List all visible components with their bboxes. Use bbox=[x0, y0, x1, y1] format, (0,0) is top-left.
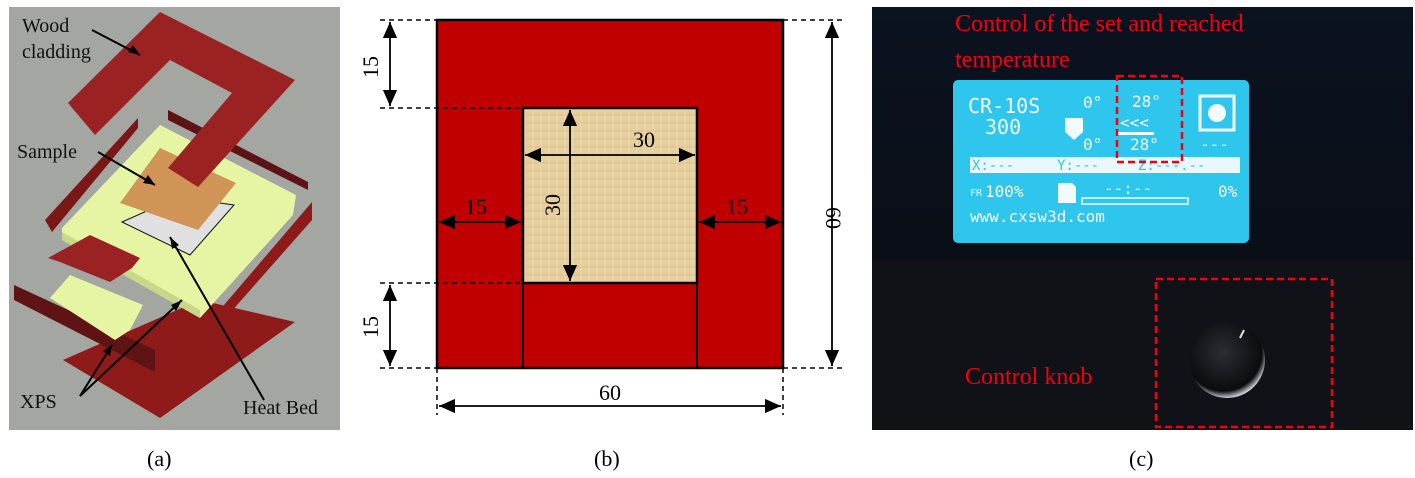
label-wood-cladding-line2: cladding bbox=[22, 41, 91, 63]
temperature-highlight-box bbox=[1115, 74, 1184, 164]
xps-small-block bbox=[50, 275, 143, 340]
feedrate-icon: FR bbox=[970, 188, 983, 199]
knob-highlight-box bbox=[1154, 277, 1334, 429]
lcd-progress-bar bbox=[1081, 197, 1189, 205]
top-wood-cladding bbox=[68, 12, 295, 187]
dim-bottom-15: 15 bbox=[358, 316, 383, 338]
extension-lines bbox=[380, 19, 845, 415]
knob-indicator bbox=[1239, 329, 1245, 339]
panel-c-printer-photo: CR-10S 300 0° 0° 28° <<< 28° --- X:--- Y… bbox=[872, 7, 1413, 430]
lcd-feedrate: 100% bbox=[985, 182, 1024, 201]
label-wood-cladding-line1: Wood bbox=[22, 15, 69, 37]
sample-plate bbox=[120, 148, 236, 230]
lcd-nozzle-set: 0° bbox=[1083, 93, 1102, 112]
lcd-bed-set: 28° bbox=[1132, 92, 1161, 111]
lcd-z: Z:---.-- bbox=[1138, 158, 1205, 174]
printer-body bbox=[872, 260, 1413, 430]
side-wood-slat bbox=[45, 118, 138, 232]
lcd-progress: 0% bbox=[1218, 182, 1238, 201]
dim-total-width-60: 60 bbox=[599, 380, 621, 405]
dim-top-15: 15 bbox=[358, 56, 383, 78]
annotation-control-knob: Control knob bbox=[965, 364, 1092, 390]
dim-right-15: 15 bbox=[726, 194, 748, 219]
dim-left-15: 15 bbox=[465, 194, 487, 219]
lcd-fan-speed: --- bbox=[1200, 135, 1229, 154]
control-knob bbox=[1189, 322, 1265, 398]
annotation-temperature-line1: Control of the set and reached bbox=[955, 11, 1244, 37]
caption-b: (b) bbox=[594, 446, 620, 471]
lcd-model-size: 300 bbox=[985, 115, 1021, 139]
fan-icon-blade bbox=[1208, 104, 1226, 122]
label-heat-bed: Heat Bed bbox=[243, 397, 318, 419]
lcd-url: www.cxsw3d.com bbox=[970, 207, 1105, 226]
fan-icon bbox=[1198, 94, 1236, 132]
bottom-wood-plate bbox=[63, 300, 295, 418]
arrow-heads bbox=[103, 45, 182, 356]
panel-b-dimension-drawing: 15 15 60 60 15 15 30 30 bbox=[358, 18, 846, 415]
heat-bed-icon-base bbox=[1118, 132, 1154, 135]
dim-inner-height-30: 30 bbox=[540, 194, 565, 216]
side-wood-slat bbox=[14, 285, 155, 372]
lcd-bed-actual: 28° bbox=[1130, 135, 1159, 154]
caption-c: (c) bbox=[1129, 446, 1153, 471]
label-sample: Sample bbox=[17, 141, 77, 163]
lcd-y: Y:--- bbox=[1057, 158, 1099, 174]
lcd-model: CR-10S bbox=[968, 94, 1040, 118]
label-xps: XPS bbox=[20, 391, 57, 413]
lcd-time: --:-- bbox=[1104, 179, 1152, 198]
middle-wood-cladding bbox=[48, 235, 140, 282]
lcd-x: X:--- bbox=[972, 158, 1014, 174]
sample-area bbox=[521, 106, 699, 285]
nozzle-icon bbox=[1065, 118, 1083, 140]
lcd-nozzle-actual: 0° bbox=[1083, 135, 1102, 154]
caption-a: (a) bbox=[147, 446, 171, 471]
dim-inner-width-30: 30 bbox=[633, 127, 655, 152]
dimension-arrows bbox=[382, 22, 840, 414]
panel-a-exploded-view: Wood cladding Sample XPS Heat Bed bbox=[9, 7, 340, 430]
dim-total-height-60: 60 bbox=[821, 207, 846, 229]
heat-bed-icon: <<< bbox=[1120, 113, 1149, 132]
annotation-temperature-line2: temperature bbox=[955, 47, 1070, 73]
sd-card-icon bbox=[1058, 183, 1076, 203]
side-wood-slat bbox=[218, 202, 312, 322]
